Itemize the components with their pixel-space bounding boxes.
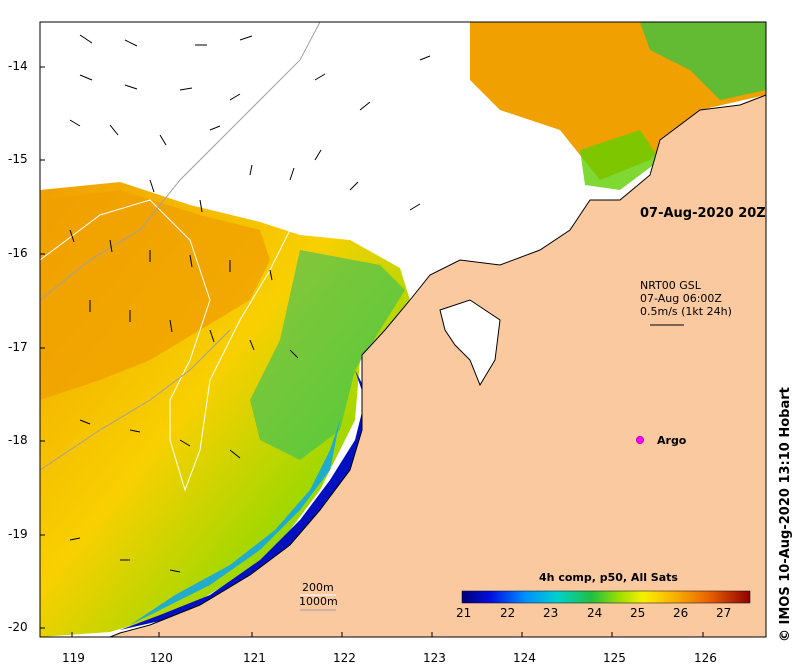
contour-1000m-b — [39, 329, 231, 471]
date-label: 07-Aug-2020 20Z — [640, 206, 766, 221]
colorbar-title: 4h comp, p50, All Sats — [539, 571, 678, 584]
map-border — [39, 21, 767, 638]
sst-green-northeast — [640, 22, 766, 100]
y-tick-19: -19 — [8, 527, 28, 541]
credit-label: © IMOS 10-Aug-2020 13:10 Hobart — [778, 387, 793, 642]
current-legend: NRT00 GSL 07-Aug 06:00Z 0.5m/s (1kt 24h) — [640, 279, 732, 318]
y-tick-14: -14 — [8, 59, 28, 73]
current-legend-time: 07-Aug 06:00Z — [640, 292, 722, 305]
depth-label-1000m: 1000m — [299, 595, 338, 608]
x-tick-121: 121 — [243, 651, 266, 665]
y-tick-20: -20 — [8, 620, 28, 634]
colorbar-tick-21: 21 — [456, 606, 472, 620]
contour-1000m — [39, 21, 321, 301]
current-legend-scale: 0.5m/s (1kt 24h) — [640, 305, 732, 318]
y-tick-18: -18 — [8, 433, 28, 447]
argo-marker[interactable] — [636, 436, 644, 444]
current-vectors — [69, 34, 684, 573]
colorbar-tick-27: 27 — [716, 606, 732, 620]
contour-200m — [39, 21, 381, 492]
colorbar-tick-22: 22 — [500, 606, 516, 620]
sst-green-coast-ne — [580, 130, 660, 190]
colorbar-tick-24: 24 — [587, 606, 603, 620]
y-tick-16: -16 — [8, 246, 28, 260]
current-legend-source: NRT00 GSL — [640, 279, 701, 292]
y-tick-17: -17 — [8, 340, 28, 354]
argo-label: Argo — [657, 434, 687, 447]
colorbar — [461, 590, 751, 604]
x-tick-124: 124 — [513, 651, 536, 665]
colorbar-tick-23: 23 — [543, 606, 559, 620]
x-tick-126: 126 — [694, 651, 717, 665]
sst-warm-core — [40, 190, 270, 400]
sst-cold-coastal — [120, 370, 368, 630]
axis-ticks — [40, 66, 704, 637]
x-tick-120: 120 — [150, 651, 173, 665]
land-kimberley — [109, 94, 767, 638]
x-tick-123: 123 — [423, 651, 446, 665]
x-tick-119: 119 — [62, 651, 85, 665]
colorbar-tick-25: 25 — [630, 606, 646, 620]
x-tick-122: 122 — [333, 651, 356, 665]
x-tick-125: 125 — [603, 651, 626, 665]
depth-label-200m: 200m — [302, 581, 334, 594]
king-sound — [439, 299, 501, 387]
y-tick-15: -15 — [8, 152, 28, 166]
sst-green-band — [250, 250, 405, 460]
colorbar-tick-26: 26 — [673, 606, 689, 620]
